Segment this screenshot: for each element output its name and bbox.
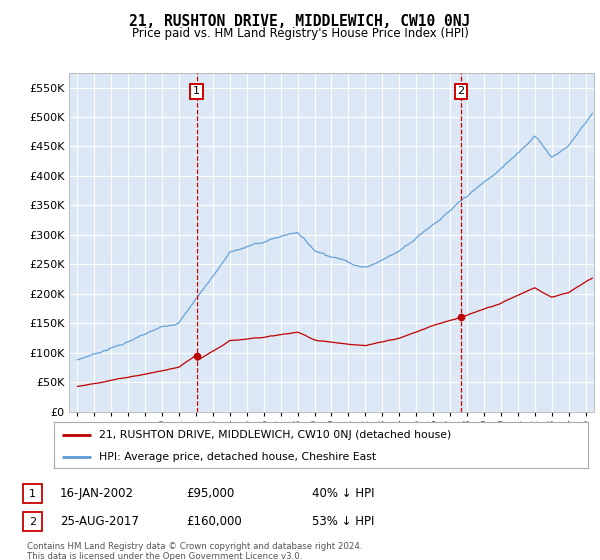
Text: £160,000: £160,000 (186, 515, 242, 529)
Text: 40% ↓ HPI: 40% ↓ HPI (312, 487, 374, 501)
Text: 21, RUSHTON DRIVE, MIDDLEWICH, CW10 0NJ (detached house): 21, RUSHTON DRIVE, MIDDLEWICH, CW10 0NJ … (100, 430, 452, 440)
Text: 1: 1 (29, 489, 36, 499)
Text: 2: 2 (457, 86, 464, 96)
Text: £95,000: £95,000 (186, 487, 234, 501)
Text: 1: 1 (193, 86, 200, 96)
Text: 53% ↓ HPI: 53% ↓ HPI (312, 515, 374, 529)
Text: 25-AUG-2017: 25-AUG-2017 (60, 515, 139, 529)
Text: 21, RUSHTON DRIVE, MIDDLEWICH, CW10 0NJ: 21, RUSHTON DRIVE, MIDDLEWICH, CW10 0NJ (130, 14, 470, 29)
Text: HPI: Average price, detached house, Cheshire East: HPI: Average price, detached house, Ches… (100, 452, 377, 463)
Text: 16-JAN-2002: 16-JAN-2002 (60, 487, 134, 501)
Text: Price paid vs. HM Land Registry's House Price Index (HPI): Price paid vs. HM Land Registry's House … (131, 27, 469, 40)
Text: Contains HM Land Registry data © Crown copyright and database right 2024.
This d: Contains HM Land Registry data © Crown c… (27, 542, 362, 560)
Text: 2: 2 (29, 517, 36, 527)
